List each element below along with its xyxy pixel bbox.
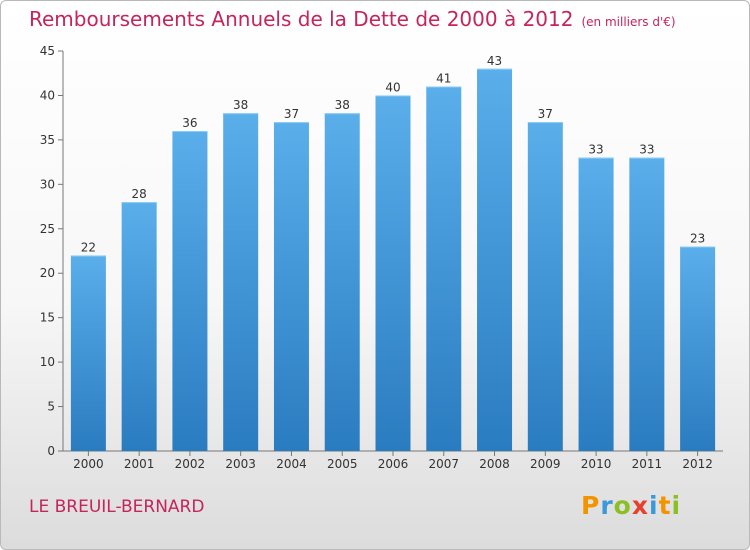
y-tick-label: 40 bbox=[40, 88, 55, 102]
y-tick-label: 45 bbox=[40, 44, 55, 58]
logo-letter: P bbox=[581, 491, 601, 520]
commune-name: LE BREUIL-BERNARD bbox=[29, 497, 205, 517]
x-axis: 2000 2001 2002 2003 2004 2005 2006 2007 2008 2009… bbox=[63, 450, 723, 471]
data-label: 43 bbox=[487, 54, 502, 68]
x-tick-label: 2005 bbox=[327, 457, 358, 471]
data-label: 38 bbox=[335, 98, 350, 112]
y-tick-label: 10 bbox=[40, 355, 55, 369]
data-label: 36 bbox=[182, 116, 197, 130]
data-label: 38 bbox=[233, 98, 248, 112]
bar-2006 bbox=[375, 95, 411, 451]
x-tick-label: 2002 bbox=[175, 457, 206, 471]
chart-title: Remboursements Annuels de la Dette de 20… bbox=[29, 7, 676, 31]
bars bbox=[70, 68, 716, 452]
x-tick-label: 2000 bbox=[73, 457, 104, 471]
logo-letter: o bbox=[613, 491, 632, 520]
data-labels: 22 28 36 38 37 38 40 41 43 37 33 33 23 bbox=[81, 54, 706, 255]
logo-letter: r bbox=[600, 491, 614, 520]
bar-2004 bbox=[273, 122, 309, 451]
data-label: 33 bbox=[639, 143, 654, 157]
chart-unit: (en milliers d'€) bbox=[581, 15, 676, 29]
y-axis: 0 5 10 15 20 25 30 35 40 45 bbox=[40, 44, 64, 458]
y-tick-label: 35 bbox=[40, 133, 55, 147]
x-tick-label: 2003 bbox=[225, 457, 256, 471]
x-tick-label: 2006 bbox=[378, 457, 409, 471]
x-tick-label: 2012 bbox=[682, 457, 713, 471]
y-tick-label: 5 bbox=[47, 400, 55, 414]
logo-letter: i bbox=[649, 491, 659, 520]
bar-2008 bbox=[477, 68, 513, 452]
bar-2007 bbox=[426, 86, 462, 452]
bar-2002 bbox=[172, 131, 208, 451]
y-tick-label: 25 bbox=[40, 222, 55, 236]
bar-2010 bbox=[578, 157, 614, 451]
data-label: 41 bbox=[436, 72, 451, 86]
data-label: 37 bbox=[284, 107, 299, 121]
bar-2000 bbox=[70, 255, 106, 451]
x-tick-label: 2008 bbox=[479, 457, 510, 471]
data-label: 22 bbox=[81, 240, 96, 254]
data-label: 23 bbox=[690, 232, 705, 246]
x-tick-label: 2007 bbox=[428, 457, 459, 471]
data-label: 40 bbox=[385, 80, 400, 94]
x-tick-label: 2010 bbox=[581, 457, 612, 471]
data-label: 28 bbox=[132, 187, 147, 201]
x-tick-label: 2011 bbox=[632, 457, 663, 471]
logo-letter: x bbox=[631, 491, 649, 520]
proxiti-logo: Proxiti bbox=[581, 491, 681, 520]
x-tick-label: 2004 bbox=[276, 457, 307, 471]
x-tick-label: 2001 bbox=[124, 457, 155, 471]
data-label: 33 bbox=[588, 143, 603, 157]
chart-title-text: Remboursements Annuels de la Dette de 20… bbox=[29, 7, 574, 31]
x-tick-label: 2009 bbox=[530, 457, 561, 471]
bar-2001 bbox=[121, 202, 157, 451]
bar-2011 bbox=[629, 157, 665, 451]
logo-letter: i bbox=[671, 491, 682, 520]
y-tick-label: 20 bbox=[40, 266, 55, 280]
data-label: 37 bbox=[538, 107, 553, 121]
logo-letter: t bbox=[658, 491, 672, 520]
bar-2012 bbox=[680, 246, 716, 451]
bar-2009 bbox=[527, 122, 563, 451]
y-tick-label: 30 bbox=[40, 177, 55, 191]
y-tick-label: 0 bbox=[47, 444, 55, 458]
bar-2003 bbox=[223, 113, 259, 451]
y-tick-label: 15 bbox=[40, 311, 55, 325]
bar-2005 bbox=[324, 113, 360, 451]
